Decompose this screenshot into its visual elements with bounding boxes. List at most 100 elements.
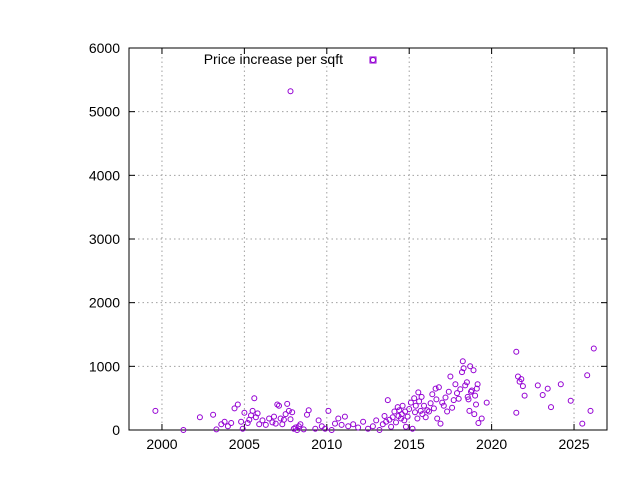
data-point: [440, 402, 447, 409]
data-point: [515, 373, 521, 380]
data-point: [322, 425, 329, 432]
x-axis: 2000 2005 2010 2015 2020 2025: [146, 48, 590, 452]
data-point: [584, 372, 591, 379]
data-point: [445, 388, 452, 395]
data-point: [463, 379, 470, 386]
data-point: [284, 400, 291, 407]
data-point: [289, 409, 296, 416]
legend-label: Price increase per sqft: [204, 51, 343, 67]
data-point: [513, 409, 520, 416]
data-point: [534, 382, 541, 389]
data-point: [221, 418, 228, 425]
data-point: [412, 409, 418, 416]
data-point: [365, 425, 371, 432]
data-point: [355, 424, 362, 431]
data-point: [411, 395, 418, 402]
data-point: [388, 423, 395, 430]
data-point: [544, 385, 551, 392]
data-point: [389, 414, 396, 421]
data-point: [478, 415, 485, 422]
data-point: [231, 405, 238, 412]
legend-marker: [370, 57, 376, 63]
y-tick-label: 3000: [89, 231, 120, 247]
data-point: [262, 421, 269, 428]
x-tick-label: 2015: [394, 436, 425, 452]
data-point: [328, 427, 335, 433]
data-point: [282, 411, 289, 418]
data-point: [462, 382, 469, 389]
data-point: [196, 414, 203, 421]
data-point: [459, 358, 466, 365]
data-point: [416, 398, 423, 405]
data-point: [590, 345, 597, 352]
data-point: [557, 381, 564, 388]
data-point: [474, 381, 481, 388]
data-point: [152, 407, 159, 414]
data-point: [305, 407, 312, 414]
data-point: [300, 426, 307, 433]
data-point: [432, 385, 439, 392]
data-point: [350, 421, 357, 428]
data-point: [254, 410, 261, 417]
grid-lines: [129, 48, 607, 430]
data-point: [421, 402, 427, 409]
data-point: [473, 401, 479, 408]
data-point: [427, 400, 434, 407]
y-tick-label: 5000: [89, 104, 120, 120]
data-point: [472, 392, 479, 399]
data-point: [218, 421, 225, 428]
data-point: [345, 423, 352, 430]
data-point: [251, 395, 258, 402]
data-point: [213, 426, 220, 433]
data-point: [419, 411, 426, 418]
data-point: [422, 414, 429, 421]
data-point: [407, 399, 414, 406]
data-point: [280, 416, 287, 423]
data-point: [429, 391, 436, 398]
data-point: [412, 402, 419, 409]
data-point: [315, 417, 322, 424]
data-point: [442, 394, 449, 401]
data-point: [180, 427, 187, 433]
data-point: [467, 363, 474, 370]
data-point: [466, 407, 473, 414]
data-point: [239, 425, 246, 432]
data-point: [312, 425, 319, 432]
data-point: [373, 417, 380, 424]
data-point: [297, 421, 304, 428]
data-point: [521, 392, 528, 399]
data-point: [285, 407, 292, 414]
x-tick-label: 2025: [558, 436, 589, 452]
data-point: [415, 389, 422, 396]
y-tick-label: 1000: [89, 358, 120, 374]
data-point: [437, 420, 444, 427]
data-point: [439, 399, 446, 406]
data-point: [548, 404, 554, 411]
data-point: [381, 413, 388, 419]
data-point: [238, 418, 245, 425]
data-point: [426, 408, 432, 415]
data-point: [449, 404, 456, 411]
data-point: [457, 386, 464, 393]
data-point: [272, 420, 279, 427]
data-point: [447, 373, 454, 380]
data-point: [287, 88, 294, 95]
data-point: [435, 384, 442, 391]
data-point: [414, 415, 421, 422]
x-tick-label: 2005: [229, 436, 260, 452]
data-point: [224, 423, 231, 430]
data-point: [468, 387, 475, 394]
data-point: [402, 423, 409, 430]
y-axis: 0 1000 2000 3000 4000 5000 6000: [89, 40, 607, 438]
data-point: [228, 420, 235, 426]
data-point: [277, 415, 284, 422]
data-point: [409, 425, 416, 432]
data-point: [401, 417, 408, 424]
data-point: [249, 407, 256, 414]
data-point: [404, 413, 411, 420]
data-point: [433, 396, 440, 403]
data-point: [483, 399, 490, 406]
data-point: [418, 393, 425, 400]
data-point: [406, 406, 413, 412]
